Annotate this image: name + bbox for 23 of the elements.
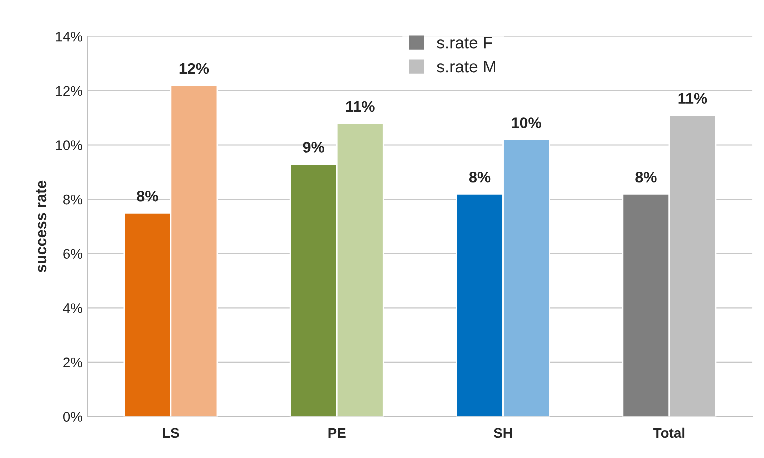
data-label: 11% xyxy=(678,93,708,104)
y-tick-label: 0% xyxy=(63,412,83,422)
data-label: 10% xyxy=(512,118,542,128)
y-tick-label: 6% xyxy=(64,249,83,260)
y-tick-label: 10% xyxy=(56,140,83,150)
x-tick-label: SH xyxy=(494,428,512,438)
data-label: 9% xyxy=(303,142,324,153)
y-tick-label: 12% xyxy=(56,86,83,96)
y-tick-label: 4% xyxy=(63,304,83,314)
data-label: 12% xyxy=(180,63,210,74)
legend-label: s.rate F xyxy=(437,37,492,49)
x-tick-label: LS xyxy=(163,428,180,438)
y-tick-label: 2% xyxy=(64,358,83,368)
data-label: 8% xyxy=(469,172,491,183)
y-axis-title: success rate xyxy=(36,180,47,272)
x-tick-label: Total xyxy=(654,428,685,438)
x-tick-label: PE xyxy=(328,428,346,438)
data-label: 11% xyxy=(346,101,375,112)
data-label: 8% xyxy=(636,172,657,183)
y-tick-label: 14% xyxy=(56,32,83,42)
legend-label: s.rate M xyxy=(437,61,496,73)
y-tick-label: 8% xyxy=(64,194,83,205)
data-label: 8% xyxy=(137,190,158,202)
